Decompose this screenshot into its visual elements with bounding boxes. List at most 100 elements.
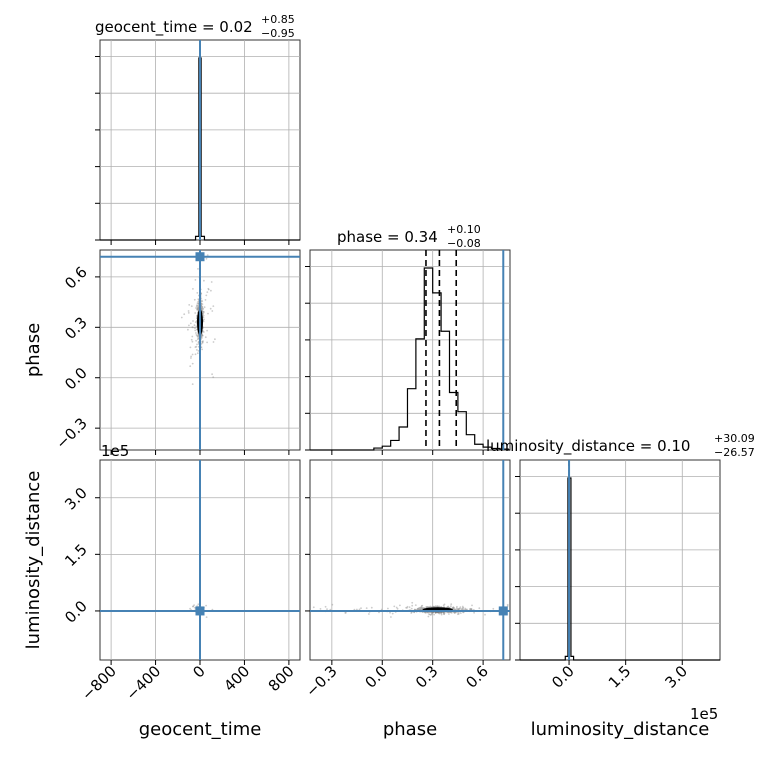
sample-point: [461, 607, 464, 609]
sample-point: [191, 340, 194, 343]
sample-point: [195, 339, 198, 342]
sample-point: [192, 288, 194, 290]
sample-point: [399, 604, 401, 607]
sample-point: [194, 279, 197, 281]
sample-point: [202, 310, 204, 313]
offset-text-left: 1e5: [101, 442, 129, 460]
sample-point: [194, 312, 197, 314]
sample-point: [194, 329, 197, 332]
sample-point: [189, 365, 192, 368]
sample-point: [461, 605, 464, 608]
sample-point: [191, 362, 194, 365]
sample-point: [196, 343, 198, 346]
sample-point: [201, 337, 203, 339]
sample-point: [389, 611, 391, 614]
sample-point: [193, 324, 196, 327]
offset-text-bottom: 1e5: [690, 705, 718, 723]
sample-point: [410, 607, 413, 610]
histogram-phase: [310, 267, 510, 451]
sample-point: [195, 325, 198, 328]
sample-point: [201, 348, 204, 351]
y-tick-label: 0.3: [61, 313, 91, 343]
sample-point: [438, 605, 441, 608]
scatter-phase-vs-geocent-time: [180, 254, 216, 385]
sample-point: [358, 608, 361, 611]
y-tick-label: −0.3: [52, 414, 90, 452]
sample-point: [433, 613, 435, 616]
sample-point: [205, 604, 208, 607]
sample-point: [390, 616, 392, 618]
sample-point: [190, 305, 193, 308]
sample-point: [196, 352, 199, 355]
sample-point: [203, 306, 206, 308]
sample-point: [312, 606, 315, 609]
histogram-luminosity-distance: [520, 477, 720, 661]
x-tick-label: 400: [220, 662, 253, 695]
sample-point: [457, 613, 459, 616]
sample-point: [428, 613, 430, 615]
sample-point: [416, 608, 419, 610]
sample-point: [180, 316, 183, 319]
sample-point: [187, 328, 189, 331]
title-luminosity-distance-minus: −26.57: [714, 446, 755, 459]
sample-point: [195, 307, 197, 309]
sample-point: [435, 605, 437, 608]
sample-point: [206, 341, 209, 344]
ylabel-luminosity-distance: luminosity_distance: [23, 471, 44, 650]
x-tick-label: 3.0: [661, 662, 691, 692]
sample-point: [188, 324, 190, 327]
sample-point: [506, 603, 509, 606]
sample-point: [194, 346, 197, 348]
sample-point: [203, 318, 205, 321]
sample-point: [205, 257, 208, 260]
title-phase-plus: +0.10: [447, 223, 481, 236]
sample-point: [193, 298, 196, 301]
xlabel-geocent-time: geocent_time: [139, 719, 262, 740]
sample-point: [212, 341, 215, 343]
x-tick-label: −400: [123, 662, 165, 704]
sample-point: [464, 607, 467, 610]
sample-point: [492, 607, 495, 610]
sample-point: [190, 357, 192, 359]
sample-point: [206, 254, 209, 256]
sample-point: [331, 603, 334, 606]
sample-point: [391, 612, 394, 615]
sample-point: [209, 307, 212, 310]
panel-distance-hist: [519, 459, 721, 661]
sample-point: [196, 335, 199, 338]
sample-point: [326, 608, 328, 610]
sample-point: [396, 607, 399, 610]
sample-point: [411, 604, 414, 607]
y-tick-label: 1.5: [61, 540, 91, 570]
sample-point: [211, 373, 214, 376]
sample-point: [459, 606, 462, 609]
sample-point: [190, 338, 193, 341]
sample-point: [408, 606, 411, 609]
y-tick-label: 0.0: [61, 364, 91, 394]
sample-point: [319, 608, 322, 610]
sample-point: [191, 383, 194, 385]
sample-point: [189, 607, 192, 610]
sample-point: [195, 332, 197, 334]
sample-point: [205, 294, 208, 297]
sample-point: [206, 291, 209, 293]
sample-point: [183, 313, 186, 316]
title-phase: phase = 0.34: [337, 228, 438, 246]
panel-distance-vs-phase: [309, 459, 511, 661]
sample-point: [468, 608, 471, 611]
sample-point: [197, 268, 199, 270]
sample-point: [190, 355, 193, 358]
sample-point: [395, 606, 398, 609]
sample-point: [324, 605, 327, 608]
x-tick-label: 0.0: [361, 662, 391, 692]
sample-point: [194, 353, 197, 356]
sample-point: [484, 613, 486, 616]
sample-point: [393, 605, 396, 608]
sample-point: [202, 320, 205, 323]
x-tick-label: 1.5: [605, 662, 635, 692]
sample-point: [197, 603, 200, 606]
sample-point: [188, 304, 191, 306]
title-luminosity-distance-plus: +30.09: [714, 432, 755, 445]
title-phase-minus: −0.08: [447, 237, 481, 250]
